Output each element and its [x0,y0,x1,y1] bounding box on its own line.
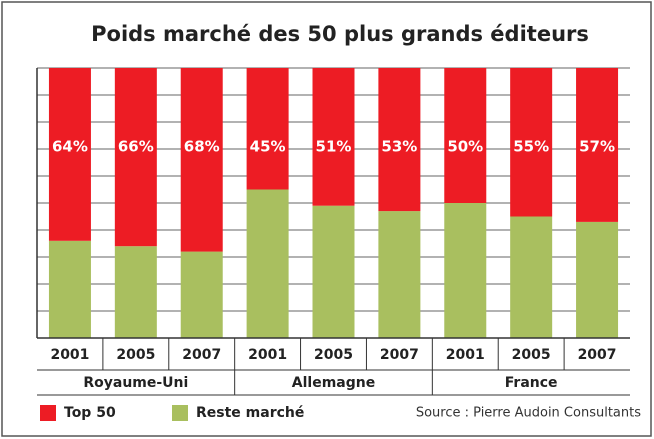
bar-segment [48,68,91,241]
bar-segment [246,68,289,190]
value-label: 51% [316,138,352,156]
value-label: 57% [579,138,615,156]
bar-segment [510,216,553,338]
legend-swatch [172,405,188,421]
legend-label: Top 50 [64,405,116,421]
bar-segment [444,68,487,203]
bar-segment [180,251,223,338]
bar-segment [444,203,487,338]
bar-segment [312,205,355,338]
value-label: 66% [118,138,154,156]
bar-segment [246,189,289,338]
bar-segment [576,221,619,338]
x-tick-label: 2007 [380,347,419,363]
x-tick-label: 2001 [446,347,485,363]
bar-segment [312,68,355,206]
value-label: 45% [250,138,286,156]
bar-segment [180,68,223,252]
group-label: France [505,375,558,391]
legend-swatch [40,405,56,421]
bar-segment [378,211,421,338]
bar-segment [48,240,91,338]
x-tick-label: 2001 [50,347,89,363]
x-tick-label: 2007 [182,347,221,363]
bar-segment [114,68,157,247]
x-tick-label: 2005 [116,347,155,363]
x-tick-label: 2005 [512,347,551,363]
x-tick-label: 2007 [578,347,617,363]
bar-segment [510,68,553,217]
chart-title: Poids marché des 50 plus grands éditeurs [91,22,589,46]
bar-segment [576,68,619,222]
x-tick-label: 2005 [314,347,353,363]
value-label: 55% [513,138,549,156]
value-label: 64% [52,138,88,156]
value-label: 53% [381,138,417,156]
legend-label: Reste marché [196,405,304,421]
group-label: Royaume-Uni [83,375,188,391]
value-label: 50% [447,138,483,156]
value-label: 68% [184,138,220,156]
source: Source : Pierre Audoin Consultants [416,406,641,421]
group-label: Allemagne [292,375,375,391]
bar-segment [114,246,157,338]
bar-segment [378,68,421,212]
x-tick-label: 2001 [248,347,287,363]
